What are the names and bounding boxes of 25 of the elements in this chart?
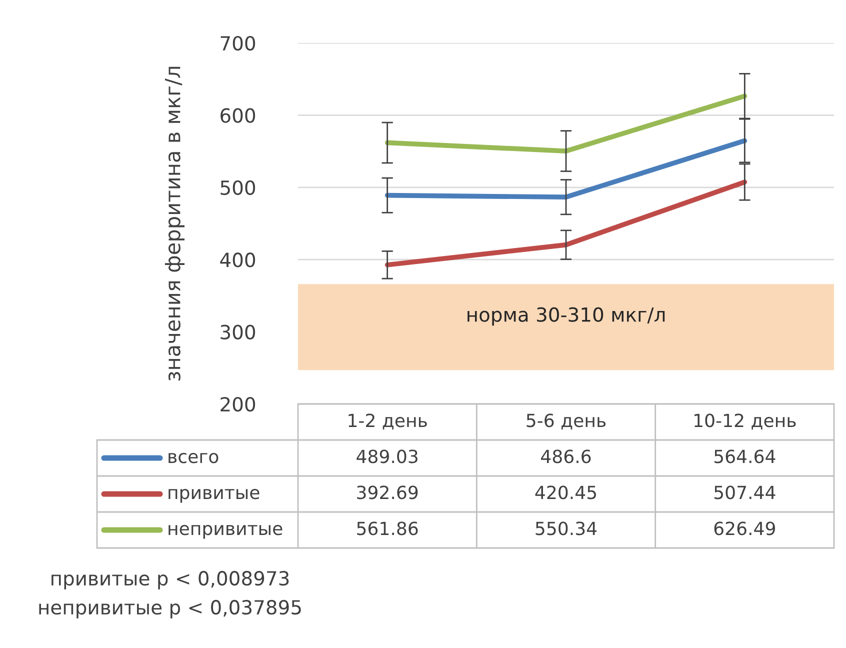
data-label: 507.44	[714, 486, 776, 500]
data-label: 550.34	[536, 522, 597, 536]
legend-label: всего	[168, 452, 218, 464]
legend-label: привитые	[168, 488, 260, 503]
y-tick-label: 400	[220, 252, 256, 268]
data-label: 486.6	[541, 450, 591, 464]
data-label: 564.64	[714, 450, 776, 464]
y-tick-label: 500	[220, 180, 256, 196]
y-tick-label: 300	[220, 324, 256, 340]
data-label: 561.86	[357, 522, 418, 536]
text: привитые p < 0,008973	[52, 570, 289, 590]
x-tick-label: 10-12 день	[694, 414, 796, 430]
y-tick-label: 600	[220, 108, 256, 123]
y-tick-label: 700	[220, 36, 256, 51]
x-tick-label: 1-2 день	[348, 414, 427, 430]
data-label: 626.49	[714, 522, 775, 536]
y-axis-title: значения ферритина в мкг/л	[164, 66, 184, 380]
text: непривитые p < 0,037895	[39, 600, 301, 618]
data-label: 392.69	[357, 486, 418, 500]
legend-label: непривитые	[168, 524, 282, 539]
x-tick-label: 5-6 день	[526, 414, 606, 430]
data-label: 489.03	[356, 450, 418, 464]
y-tick-label: 200	[220, 396, 256, 412]
band-label: норма 30-310 мкг/л	[468, 307, 665, 326]
data-label: 420.45	[535, 486, 596, 500]
